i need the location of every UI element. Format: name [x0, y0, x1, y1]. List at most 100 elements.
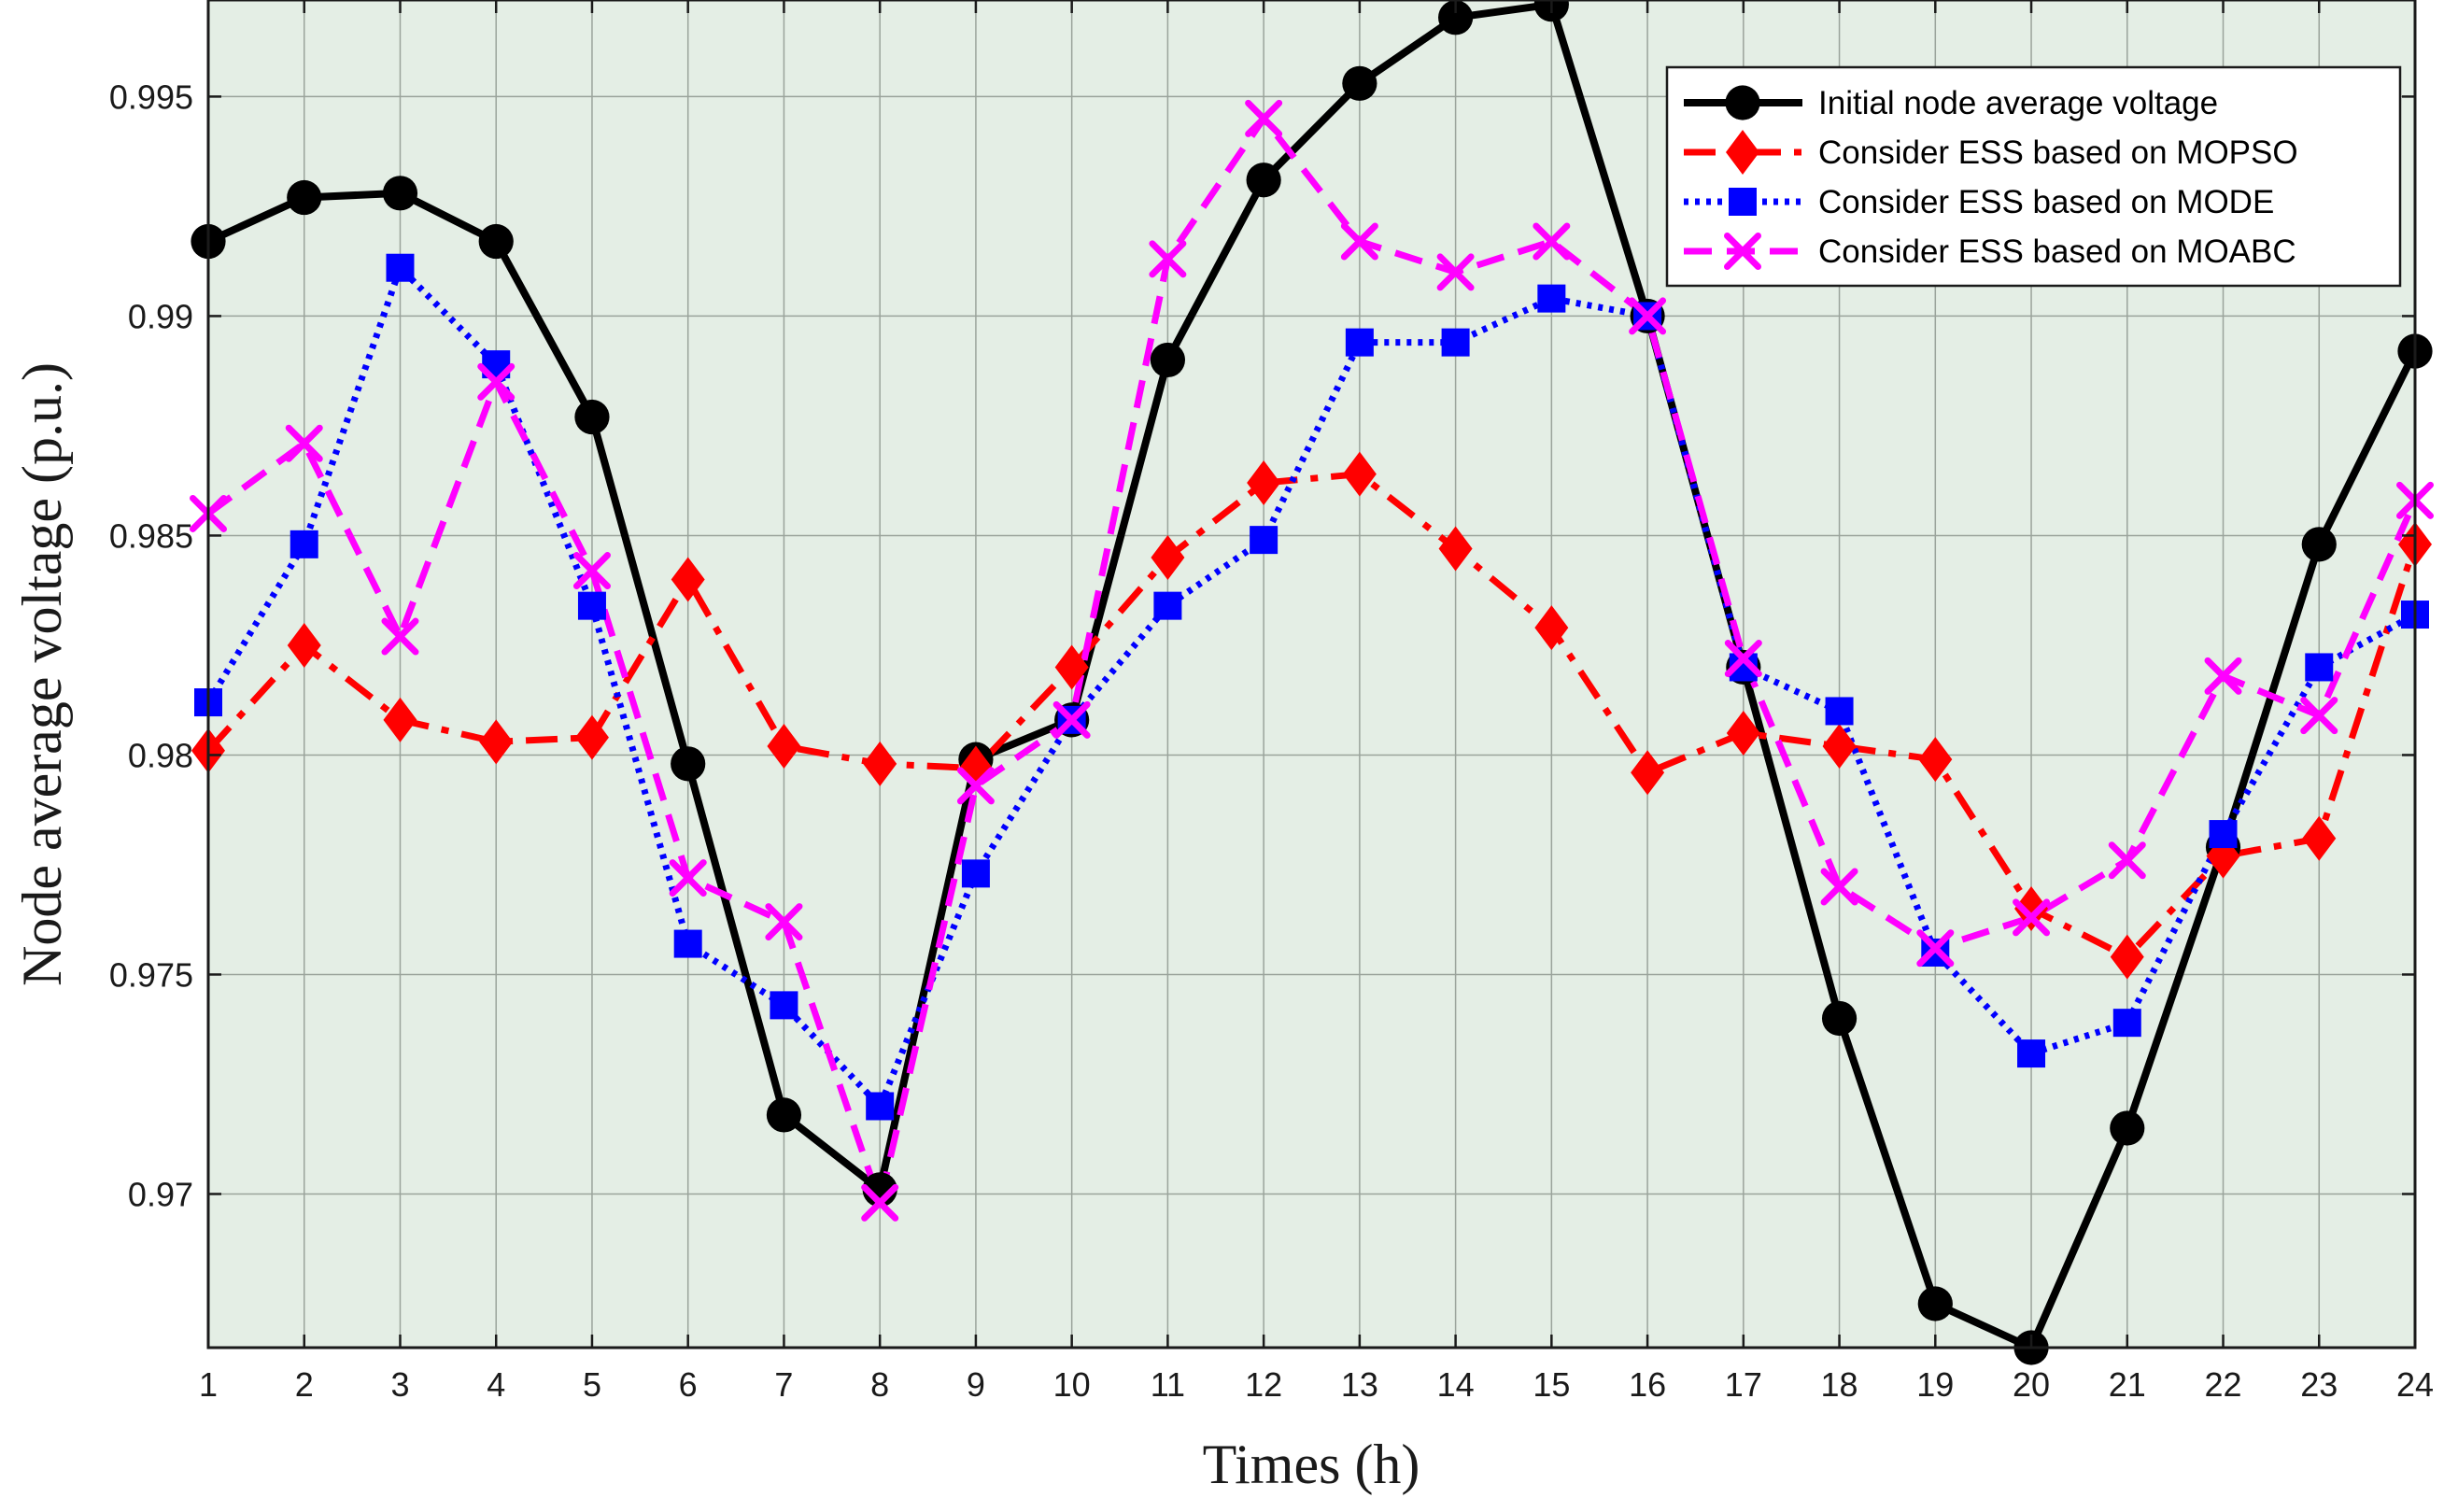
data-point-series-3 [1441, 328, 1470, 357]
data-point-series-4 [1436, 253, 1475, 291]
marker-stroke [1820, 868, 1858, 906]
legend-entry: Consider ESS based on MOABC [1684, 233, 2296, 270]
marker-stroke [1629, 297, 1667, 335]
data-point-series-3 [866, 1092, 895, 1121]
x-tick-label: 20 [2013, 1365, 2050, 1404]
legend-label: Consider ESS based on MODE [1818, 184, 2274, 220]
marker-stroke [1724, 640, 1762, 678]
data-point-series-4 [1533, 222, 1571, 261]
marker-stroke [861, 1183, 899, 1222]
data-point-series-2 [1342, 451, 1377, 497]
data-point-series-3 [2112, 1009, 2141, 1038]
marker-stroke [2108, 841, 2146, 880]
data-point-series-4 [2204, 657, 2242, 695]
legend-swatch-marker [1729, 188, 1757, 216]
marker-stroke [765, 903, 803, 941]
data-point-series-1 [1821, 1000, 1858, 1037]
data-point-series-2 [1534, 605, 1569, 651]
data-point-series-4 [2108, 841, 2146, 880]
data-point-series-1 [478, 223, 514, 260]
marker-stroke [477, 362, 516, 401]
marker-stroke [956, 767, 995, 805]
data-point-series-3 [1537, 284, 1566, 313]
data-point-series-1 [671, 746, 706, 782]
data-point-series-4 [1149, 240, 1187, 278]
data-point-series-2 [1151, 534, 1185, 580]
data-point-series-3 [1345, 328, 1374, 357]
data-point-series-4 [765, 903, 803, 941]
data-point-series-1 [1438, 0, 1474, 35]
data-point-series-3 [2017, 1039, 2046, 1068]
data-point-series-2 [863, 741, 897, 786]
x-tick-label: 7 [774, 1365, 793, 1404]
x-tick-label: 11 [1151, 1365, 1185, 1404]
x-tick-label: 12 [1245, 1365, 1282, 1404]
x-tick-label: 4 [487, 1365, 505, 1404]
data-point-series-1 [766, 1097, 802, 1133]
x-tick-label: 10 [1053, 1365, 1091, 1404]
axis-ticks: 1 2 3 4 5 6 7 8 9 10 11 12 13 14 15 16 17 18 19 20 21 22 23 240… [109, 0, 2434, 1404]
data-point-series-2 [1631, 750, 1665, 796]
y-tick-label: 0.97 [128, 1175, 193, 1213]
plot-frame [206, 0, 2417, 1349]
data-point-series-4 [1916, 929, 1955, 968]
legend: Initial node average voltage Consider ESS… [1665, 65, 2402, 288]
data-point-series-1 [2301, 527, 2337, 562]
marker-stroke [1340, 222, 1378, 261]
data-point-series-1 [287, 179, 322, 216]
data-point-series-2 [767, 724, 801, 770]
marker-stroke [2204, 657, 2242, 695]
data-point-series-3 [770, 991, 798, 1020]
data-point-series-1 [574, 399, 610, 435]
marker-stroke [1149, 240, 1187, 278]
legend-entry: Consider ESS based on MOPSO [1684, 130, 2298, 175]
series-line-3 [205, 264, 2417, 1109]
data-point-series-2 [479, 719, 514, 765]
x-tick-label: 24 [2396, 1365, 2434, 1404]
marker-stroke [1916, 929, 1955, 968]
data-point-series-2 [671, 557, 705, 602]
legend-swatch-marker [1724, 233, 1761, 270]
data-point-series-2 [1918, 737, 1953, 783]
data-point-series-2 [383, 697, 417, 742]
y-tick-label: 0.995 [109, 78, 193, 116]
x-tick-label: 9 [967, 1365, 985, 1404]
data-point-series-2 [2302, 815, 2337, 861]
data-point-series-1 [1150, 342, 1185, 378]
data-point-series-3 [2209, 820, 2238, 849]
data-point-series-2 [574, 714, 609, 760]
data-point-series-4 [572, 552, 611, 590]
data-point-series-4 [2300, 697, 2338, 735]
x-tick-label: 22 [2204, 1365, 2241, 1404]
x-tick-label: 18 [1821, 1365, 1858, 1404]
data-point-series-4 [2013, 898, 2051, 937]
data-point-series-1 [1246, 163, 1281, 198]
data-point-series-4 [1340, 222, 1378, 261]
data-point-series-3 [290, 530, 318, 558]
legend-swatch-marker [1726, 130, 1759, 175]
y-tick-label: 0.985 [109, 516, 193, 555]
data-point-series-3 [386, 253, 415, 282]
data-point-series-4 [861, 1183, 899, 1222]
data-point-series-4 [285, 424, 323, 462]
data-point-series-4 [1820, 868, 1858, 906]
x-axis-title: Times (h) [1203, 1434, 1420, 1495]
x-tick-label: 21 [2109, 1365, 2146, 1404]
y-tick-label: 0.975 [109, 955, 193, 994]
x-tick-label: 5 [583, 1365, 601, 1404]
data-point-series-4 [477, 362, 516, 401]
x-tick-label: 2 [295, 1365, 314, 1404]
data-point-series-4 [669, 859, 707, 897]
legend-swatch-marker [1725, 85, 1760, 120]
data-point-series-3 [961, 859, 990, 888]
data-point-series-2 [1822, 724, 1857, 770]
data-point-series-1 [1342, 65, 1377, 101]
data-point-series-2 [1054, 644, 1089, 690]
data-point-series-4 [1245, 99, 1283, 137]
data-point-series-2 [287, 622, 321, 668]
marker-stroke [572, 552, 611, 590]
data-point-series-2 [2014, 885, 2049, 931]
series-line-1 [206, 0, 2419, 1351]
y-tick-label: 0.98 [128, 736, 193, 774]
